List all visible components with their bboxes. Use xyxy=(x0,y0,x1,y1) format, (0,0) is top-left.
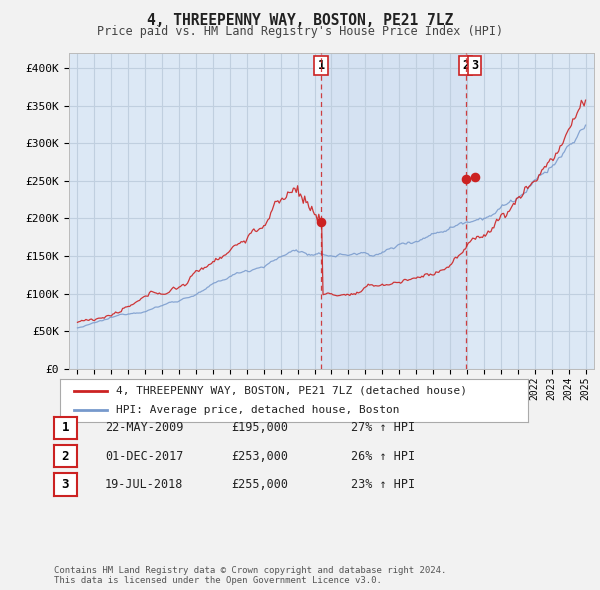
Point xyxy=(316,218,326,227)
Point xyxy=(461,174,470,183)
Text: 1: 1 xyxy=(62,421,69,434)
Text: 01-DEC-2017: 01-DEC-2017 xyxy=(105,450,184,463)
Text: 4, THREEPENNY WAY, BOSTON, PE21 7LZ (detached house): 4, THREEPENNY WAY, BOSTON, PE21 7LZ (det… xyxy=(116,386,467,396)
Text: £255,000: £255,000 xyxy=(231,478,288,491)
Text: 1: 1 xyxy=(317,59,325,72)
Text: 2: 2 xyxy=(462,59,469,72)
Text: 23% ↑ HPI: 23% ↑ HPI xyxy=(351,478,415,491)
Text: HPI: Average price, detached house, Boston: HPI: Average price, detached house, Bost… xyxy=(116,405,400,415)
Text: 19-JUL-2018: 19-JUL-2018 xyxy=(105,478,184,491)
Text: 3: 3 xyxy=(62,478,69,491)
Text: 26% ↑ HPI: 26% ↑ HPI xyxy=(351,450,415,463)
Text: 2: 2 xyxy=(62,450,69,463)
Text: Price paid vs. HM Land Registry's House Price Index (HPI): Price paid vs. HM Land Registry's House … xyxy=(97,25,503,38)
Text: 27% ↑ HPI: 27% ↑ HPI xyxy=(351,421,415,434)
Text: £195,000: £195,000 xyxy=(231,421,288,434)
Text: Contains HM Land Registry data © Crown copyright and database right 2024.
This d: Contains HM Land Registry data © Crown c… xyxy=(54,566,446,585)
Text: 4, THREEPENNY WAY, BOSTON, PE21 7LZ: 4, THREEPENNY WAY, BOSTON, PE21 7LZ xyxy=(147,13,453,28)
Text: 22-MAY-2009: 22-MAY-2009 xyxy=(105,421,184,434)
Bar xyxy=(321,53,466,369)
Point xyxy=(470,172,480,182)
Text: 3: 3 xyxy=(472,59,479,72)
Text: £253,000: £253,000 xyxy=(231,450,288,463)
